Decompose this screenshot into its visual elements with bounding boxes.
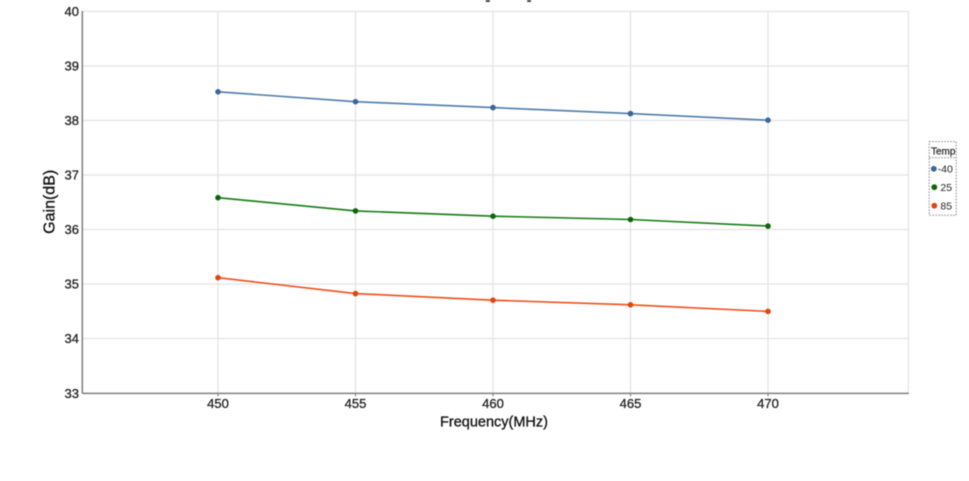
svg-text:450: 450 (207, 396, 229, 411)
svg-text:36: 36 (65, 222, 79, 237)
svg-text:Frequency(MHz): Frequency(MHz) (440, 414, 548, 430)
svg-text:460: 460 (482, 396, 504, 411)
svg-text:25: 25 (940, 182, 952, 194)
svg-text:35: 35 (65, 277, 79, 292)
svg-text:465: 465 (620, 396, 642, 411)
svg-text:85: 85 (940, 200, 952, 212)
svg-text:Temp: Temp (931, 146, 956, 157)
svg-text:38: 38 (65, 113, 79, 128)
svg-text:470: 470 (757, 396, 779, 411)
svg-text:33: 33 (65, 386, 79, 401)
svg-text:-40: -40 (938, 163, 953, 175)
svg-text:455: 455 (345, 396, 367, 411)
svg-text:Gain(dB): Gain(dB) (42, 170, 59, 234)
svg-text:37: 37 (65, 168, 79, 183)
svg-text:39: 39 (65, 59, 79, 74)
svg-text:34: 34 (65, 331, 79, 346)
svg-text:40: 40 (65, 4, 79, 19)
